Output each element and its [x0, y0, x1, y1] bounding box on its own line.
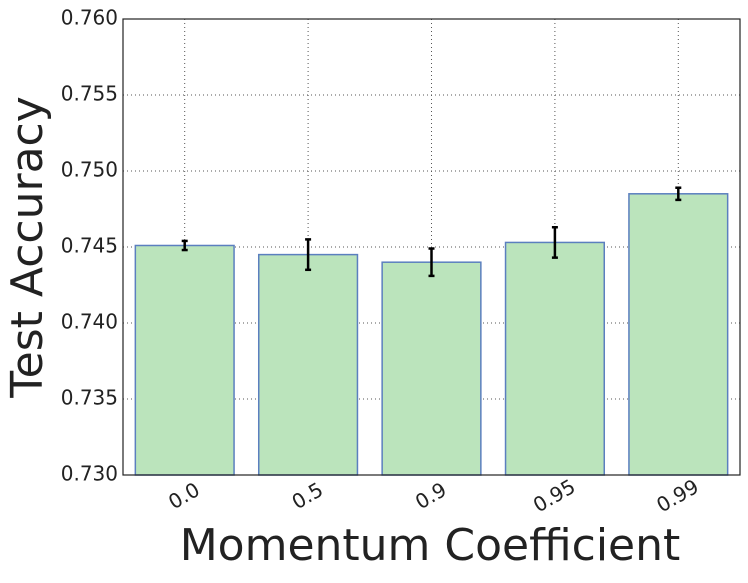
x-tick-label: 0.5 — [288, 477, 328, 514]
error-bar — [675, 186, 682, 202]
plot-frame — [122, 18, 741, 476]
y-axis-label: Test Accuracy — [2, 96, 53, 399]
bar — [381, 261, 482, 476]
x-tick-label: 0.0 — [164, 477, 204, 514]
bar — [134, 244, 235, 476]
error-bar — [428, 247, 435, 278]
y-tick-label: 0.740 — [61, 310, 118, 334]
y-tick-label: 0.750 — [61, 158, 118, 182]
x-axis-label: Momentum Coefficient — [180, 520, 681, 571]
bar — [628, 193, 729, 476]
error-bar — [181, 239, 188, 252]
x-tick-label: 0.99 — [652, 474, 703, 517]
y-tick-label: 0.730 — [61, 462, 118, 486]
bar — [257, 253, 359, 476]
error-bar — [305, 238, 312, 272]
x-tick-label: 0.95 — [529, 474, 580, 517]
y-tick-label: 0.760 — [61, 6, 118, 30]
y-tick-label: 0.735 — [61, 386, 118, 410]
bar — [504, 241, 606, 476]
x-tick-label: 0.9 — [411, 477, 451, 514]
error-bar — [551, 225, 558, 259]
y-tick-label: 0.745 — [61, 234, 118, 258]
y-tick-label: 0.755 — [61, 82, 118, 106]
